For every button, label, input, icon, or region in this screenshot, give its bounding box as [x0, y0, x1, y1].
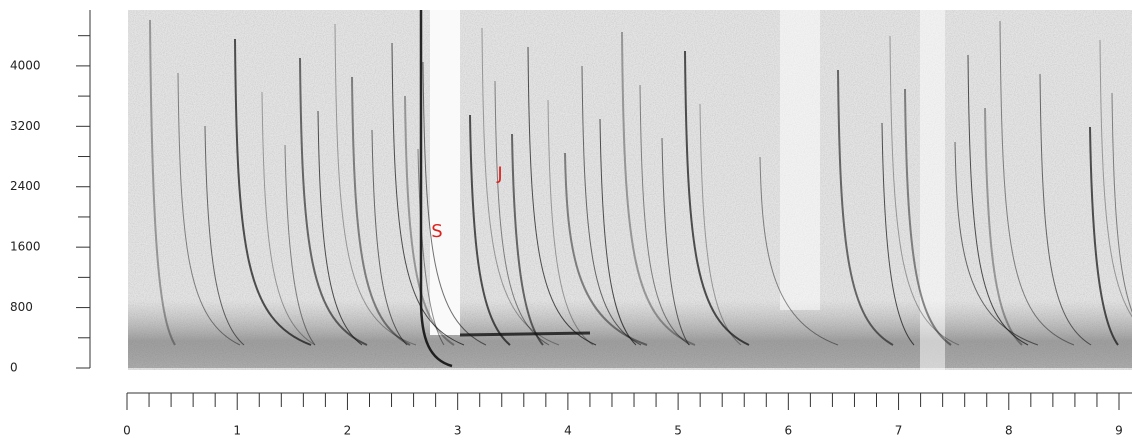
streak [881, 122, 915, 346]
streak [334, 23, 417, 346]
streak [261, 91, 316, 346]
streak [1039, 73, 1092, 346]
y-tick-label: 800 [10, 300, 33, 314]
y-tick-label: 0 [10, 361, 18, 375]
streak [837, 69, 894, 346]
streak [284, 144, 316, 346]
y-tick-label: 2400 [10, 179, 41, 193]
x-tick-label: 0 [123, 424, 131, 438]
streak [954, 141, 1039, 346]
y-tick-label: 1600 [10, 240, 41, 254]
streak [371, 129, 408, 346]
annotation: J [496, 164, 502, 185]
x-tick-label: 1 [233, 424, 241, 438]
x-tick-label: 9 [1115, 424, 1123, 438]
streak [984, 107, 1023, 346]
x-tick-label: 8 [1005, 424, 1013, 438]
streak [351, 76, 411, 346]
annotation: S [431, 221, 442, 242]
streak [1089, 126, 1119, 346]
streak [1099, 39, 1132, 318]
streak [404, 95, 455, 346]
x-tick-label: 6 [785, 424, 793, 438]
x-tick-label: 7 [895, 424, 903, 438]
streak [621, 31, 696, 346]
x-tick-label: 5 [674, 424, 682, 438]
streak [419, 10, 453, 368]
streak [177, 72, 241, 346]
streak [639, 84, 691, 346]
streak [149, 19, 176, 346]
streak [684, 50, 750, 346]
streak [391, 42, 465, 346]
x-tick-label: 3 [454, 424, 462, 438]
x-tick-label: 2 [344, 424, 352, 438]
streak [422, 61, 487, 346]
x-tick-label: 4 [564, 424, 572, 438]
y-tick-label: 3200 [10, 119, 41, 133]
streak [234, 38, 312, 346]
streak [999, 20, 1075, 346]
spectrogram [128, 10, 1132, 370]
streak [299, 57, 368, 346]
streak [699, 103, 742, 346]
streak [317, 110, 363, 346]
y-tick-label: 4000 [10, 58, 41, 72]
streak [459, 331, 591, 337]
streak [204, 125, 245, 346]
streak [1111, 92, 1132, 313]
streak [967, 54, 1029, 346]
streak [904, 88, 952, 346]
streak [599, 118, 637, 346]
streak [581, 65, 642, 346]
streak [661, 137, 690, 346]
streak [417, 148, 445, 346]
streak [889, 35, 960, 346]
streak [564, 152, 648, 346]
streak [759, 156, 839, 346]
